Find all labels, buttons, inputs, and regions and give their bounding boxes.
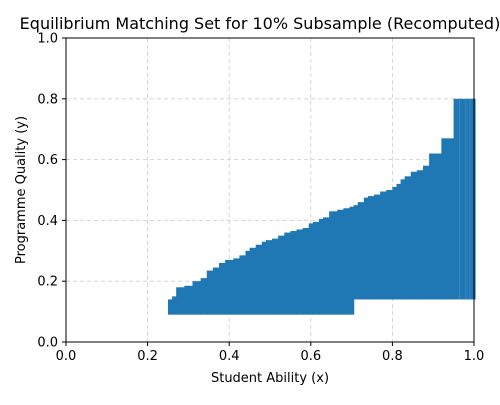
y-tick-label: 0.0	[37, 336, 58, 351]
matching-set-segment	[239, 255, 247, 315]
matching-set-segment	[423, 165, 430, 300]
y-tick-label: 0.2	[37, 275, 58, 290]
matching-set-segment	[392, 186, 398, 300]
matching-set-segment	[318, 218, 324, 315]
matching-set-segment	[278, 235, 285, 315]
matching-set-segment	[367, 196, 375, 300]
matching-set-segment	[272, 238, 279, 315]
matching-set-segment	[225, 259, 234, 315]
matching-set-segment	[249, 247, 257, 315]
matching-set-segment	[380, 191, 387, 300]
matching-set-segment	[308, 223, 314, 315]
x-tick-label: 1.0	[464, 349, 485, 364]
matching-set-segment	[172, 296, 177, 315]
matching-set-segment	[284, 232, 291, 315]
matching-set-segment	[343, 208, 351, 315]
matching-set-segment	[441, 138, 449, 300]
matching-set-segment	[374, 194, 381, 300]
matching-set-segment	[290, 231, 298, 315]
matching-set-segment	[396, 183, 402, 300]
matching-set-segment	[447, 138, 455, 300]
matching-set-segment	[453, 98, 461, 300]
matching-set-segment	[265, 240, 273, 315]
matching-set-segment	[212, 267, 220, 315]
x-tick-label: 0.6	[300, 349, 321, 364]
x-tick-label: 0.8	[382, 349, 403, 364]
x-tick-label: 0.0	[56, 349, 77, 364]
y-tick-label: 0.8	[37, 92, 58, 107]
matching-set-segment	[176, 287, 185, 315]
matching-set-segment	[337, 209, 345, 315]
matching-set-segment	[353, 205, 359, 300]
matching-set-segment	[410, 171, 418, 300]
matching-set-segment	[474, 98, 476, 300]
matching-set-segment	[296, 229, 304, 315]
matching-set-segment	[206, 270, 214, 315]
matching-set-segment	[469, 98, 475, 300]
matching-set-segment	[363, 197, 369, 300]
matching-set-segment	[465, 98, 471, 300]
matching-set-segment	[400, 179, 406, 300]
matching-set-segment	[168, 299, 173, 315]
matching-set-segment	[357, 202, 365, 300]
matching-set-segment	[184, 285, 194, 315]
matching-set-segment	[192, 281, 202, 315]
matching-set-segment	[245, 250, 251, 315]
matching-set-segment	[323, 217, 330, 315]
matching-set-segment	[329, 211, 338, 315]
matching-set-segment	[312, 221, 320, 315]
matching-set-segment	[349, 206, 355, 315]
matching-set-segment	[459, 98, 467, 300]
matching-set-segment	[429, 153, 436, 300]
matching-set-area	[168, 98, 476, 315]
matching-set-segment	[233, 258, 240, 315]
y-tick-label: 0.6	[37, 153, 58, 168]
matching-set-segment	[261, 241, 267, 315]
matching-set-segment	[302, 228, 310, 315]
matching-set-segment	[200, 278, 208, 315]
chart-title: Equilibrium Matching Set for 10% Subsamp…	[20, 14, 500, 33]
x-axis-label: Student Ability (x)	[211, 371, 329, 386]
matching-set-segment	[416, 170, 424, 300]
matching-set-segment	[386, 190, 393, 300]
x-tick-label: 0.4	[219, 349, 240, 364]
axis-ticks: 0.0 0.2 0.4 0.6 0.8 1.0 0.0 0.2 0.4 0.6 0.8 1.0	[37, 32, 484, 365]
matching-set-segment	[404, 176, 412, 300]
y-tick-label: 1.0	[37, 32, 58, 47]
matching-set-segment	[435, 153, 442, 300]
y-axis-label: Programme Quality (y)	[14, 116, 29, 264]
matching-set-segment	[219, 262, 226, 315]
x-tick-label: 0.2	[137, 349, 158, 364]
plot-frame	[65, 37, 475, 343]
matching-set-segment	[255, 244, 263, 315]
y-tick-label: 0.4	[37, 214, 58, 229]
